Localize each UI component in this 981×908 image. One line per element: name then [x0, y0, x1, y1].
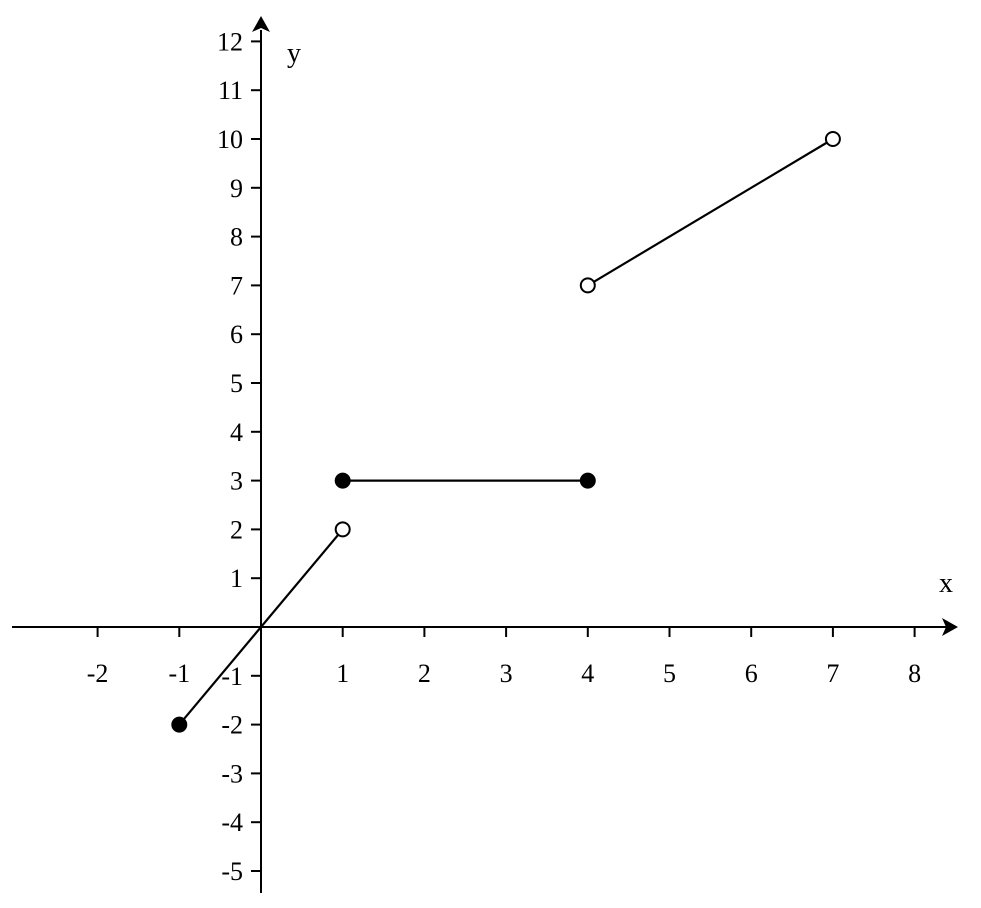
x-tick-label: 5 — [663, 659, 676, 688]
x-tick-label: -2 — [87, 659, 109, 688]
y-tick-label: 4 — [230, 418, 243, 447]
closed-point-2-1 — [334, 472, 351, 489]
x-tick-label: 4 — [581, 659, 594, 688]
x-tick-label: 7 — [826, 659, 839, 688]
y-tick-label: 6 — [230, 320, 243, 349]
segment-3 — [587, 138, 834, 287]
y-tick-label: 11 — [218, 76, 243, 105]
x-ticks: -2 -1 1 2 3 4 5 6 7 8 — [87, 627, 921, 688]
y-tick-label: 10 — [217, 125, 243, 154]
y-tick-label: 12 — [217, 27, 243, 56]
y-tick-label: 1 — [230, 564, 243, 593]
open-point-1-2 — [334, 521, 351, 538]
x-tick-label: 6 — [745, 659, 758, 688]
y-axis-arrowhead — [252, 16, 270, 32]
open-point-3-1 — [579, 277, 596, 294]
y-axis-label: y — [287, 38, 301, 69]
x-tick-label: 2 — [418, 659, 431, 688]
y-tick-label: 9 — [230, 174, 243, 203]
closed-point-1-1 — [171, 716, 188, 733]
y-tick-label: -2 — [221, 711, 243, 740]
x-axis-label: x — [939, 568, 953, 599]
x-tick-label: 3 — [500, 659, 513, 688]
y-tick-label: 5 — [230, 369, 243, 398]
y-tick-label: -4 — [221, 808, 243, 837]
x-axis-arrowhead — [942, 618, 958, 636]
axes: x y — [12, 16, 958, 893]
segment-1 — [178, 528, 344, 726]
closed-point-2-2 — [579, 472, 596, 489]
y-tick-label: 8 — [230, 223, 243, 252]
y-tick-label: -5 — [221, 857, 243, 886]
series-group — [171, 131, 841, 733]
y-tick-label: -3 — [221, 759, 243, 788]
open-point-3-2 — [824, 131, 841, 147]
x-tick-label: 1 — [336, 659, 349, 688]
y-tick-label: 7 — [230, 271, 243, 300]
x-tick-label: -1 — [168, 659, 190, 688]
y-tick-label: 2 — [230, 515, 243, 544]
x-tick-label: 8 — [908, 659, 921, 688]
y-tick-label: 3 — [230, 467, 243, 496]
y-tick-label: -1 — [221, 662, 243, 691]
